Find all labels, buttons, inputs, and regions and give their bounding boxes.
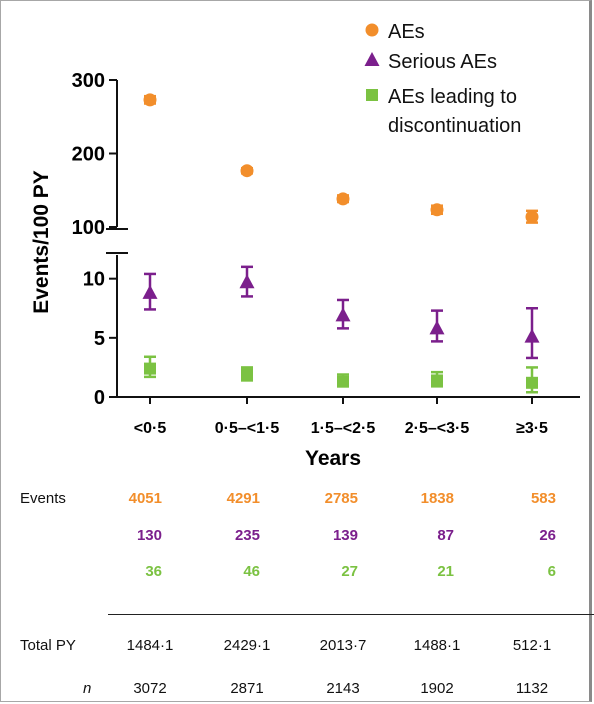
legend-label: discontinuation [388,115,521,137]
x-axis-title: Years [305,447,361,470]
y-tick-label: 300 [72,70,105,92]
y-tick-label: 5 [94,328,105,350]
y-tick-label: 10 [83,269,105,291]
data-point-triangle [239,274,255,289]
y-tick-label: 100 [72,217,105,239]
data-point-circle [525,210,539,224]
data-point-circle [143,93,157,107]
y-tick-label: 200 [72,144,105,166]
legend-marker-square [366,89,378,101]
y-tick-label: 0 [94,387,105,409]
chart-svg: 100 200 300 0 5 10 <0·5 0·5–<1·5 1·5–<2·5 2·5–<3·… [30,21,580,470]
legend-label: Serious AEs [388,51,497,73]
data-point-circle [430,203,444,217]
data-point-triangle [524,328,540,343]
data-point-triangle [335,307,351,322]
data-point-circle [336,192,350,206]
legend-marker-circle [365,23,379,37]
data-point-square [431,374,443,387]
data-point-square [241,368,253,381]
data-point-square [144,362,156,375]
x-tick-label: 0·5–<1·5 [215,420,280,437]
x-tick-label: ≥3·5 [516,420,548,437]
data-point-triangle [429,320,445,335]
data-point-square [337,375,349,388]
y-axis-title: Events/100 PY [30,170,53,314]
legend-marker-triangle [364,52,380,66]
x-tick-label: 2·5–<3·5 [405,420,470,437]
x-tick-label: 1·5–<2·5 [311,420,376,437]
x-tick-label: <0·5 [134,420,167,437]
data-point-circle [240,164,254,178]
legend-label: AEs leading to [388,86,517,108]
data-point-square [526,376,538,389]
legend-label: AEs [388,21,425,43]
data-point-triangle [142,284,158,299]
